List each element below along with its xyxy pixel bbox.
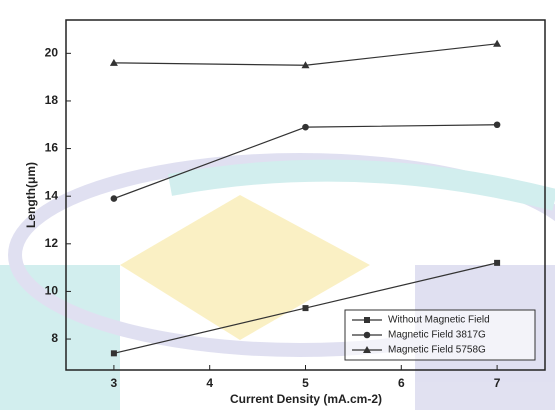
marker xyxy=(302,124,309,131)
marker xyxy=(111,350,117,356)
marker xyxy=(494,260,500,266)
watermark-arc xyxy=(170,171,555,200)
legend-text: Magnetic Field 3817G xyxy=(388,330,486,341)
x-tick-label: 5 xyxy=(302,376,309,390)
y-tick-label: 14 xyxy=(45,188,59,202)
marker xyxy=(111,195,118,202)
x-axis-label: Current Density (mA.cm-2) xyxy=(230,392,382,406)
y-tick-label: 18 xyxy=(45,93,59,107)
legend-text: Magnetic Field 5758G xyxy=(388,345,486,356)
x-tick-label: 6 xyxy=(398,376,405,390)
legend-text: Without Magnetic Field xyxy=(388,315,490,326)
watermark-block xyxy=(0,265,120,410)
y-axis-label: Length(μm) xyxy=(24,162,38,228)
y-tick-label: 12 xyxy=(45,236,59,250)
marker xyxy=(493,40,501,47)
y-tick-label: 10 xyxy=(45,284,59,298)
marker xyxy=(303,305,309,311)
y-tick-label: 8 xyxy=(51,331,58,345)
legend-marker xyxy=(364,317,370,323)
watermark xyxy=(0,160,555,410)
x-tick-label: 4 xyxy=(206,376,213,390)
legend-marker xyxy=(364,332,371,339)
watermark-diamond xyxy=(120,195,370,340)
y-tick-label: 20 xyxy=(45,46,59,60)
chart: Current Density (mA.cm-2) Length(μm) 8 10… xyxy=(0,0,555,410)
marker xyxy=(494,121,501,128)
y-tick-label: 16 xyxy=(45,141,59,155)
x-tick-label: 3 xyxy=(111,376,118,390)
x-tick-label: 7 xyxy=(494,376,501,390)
